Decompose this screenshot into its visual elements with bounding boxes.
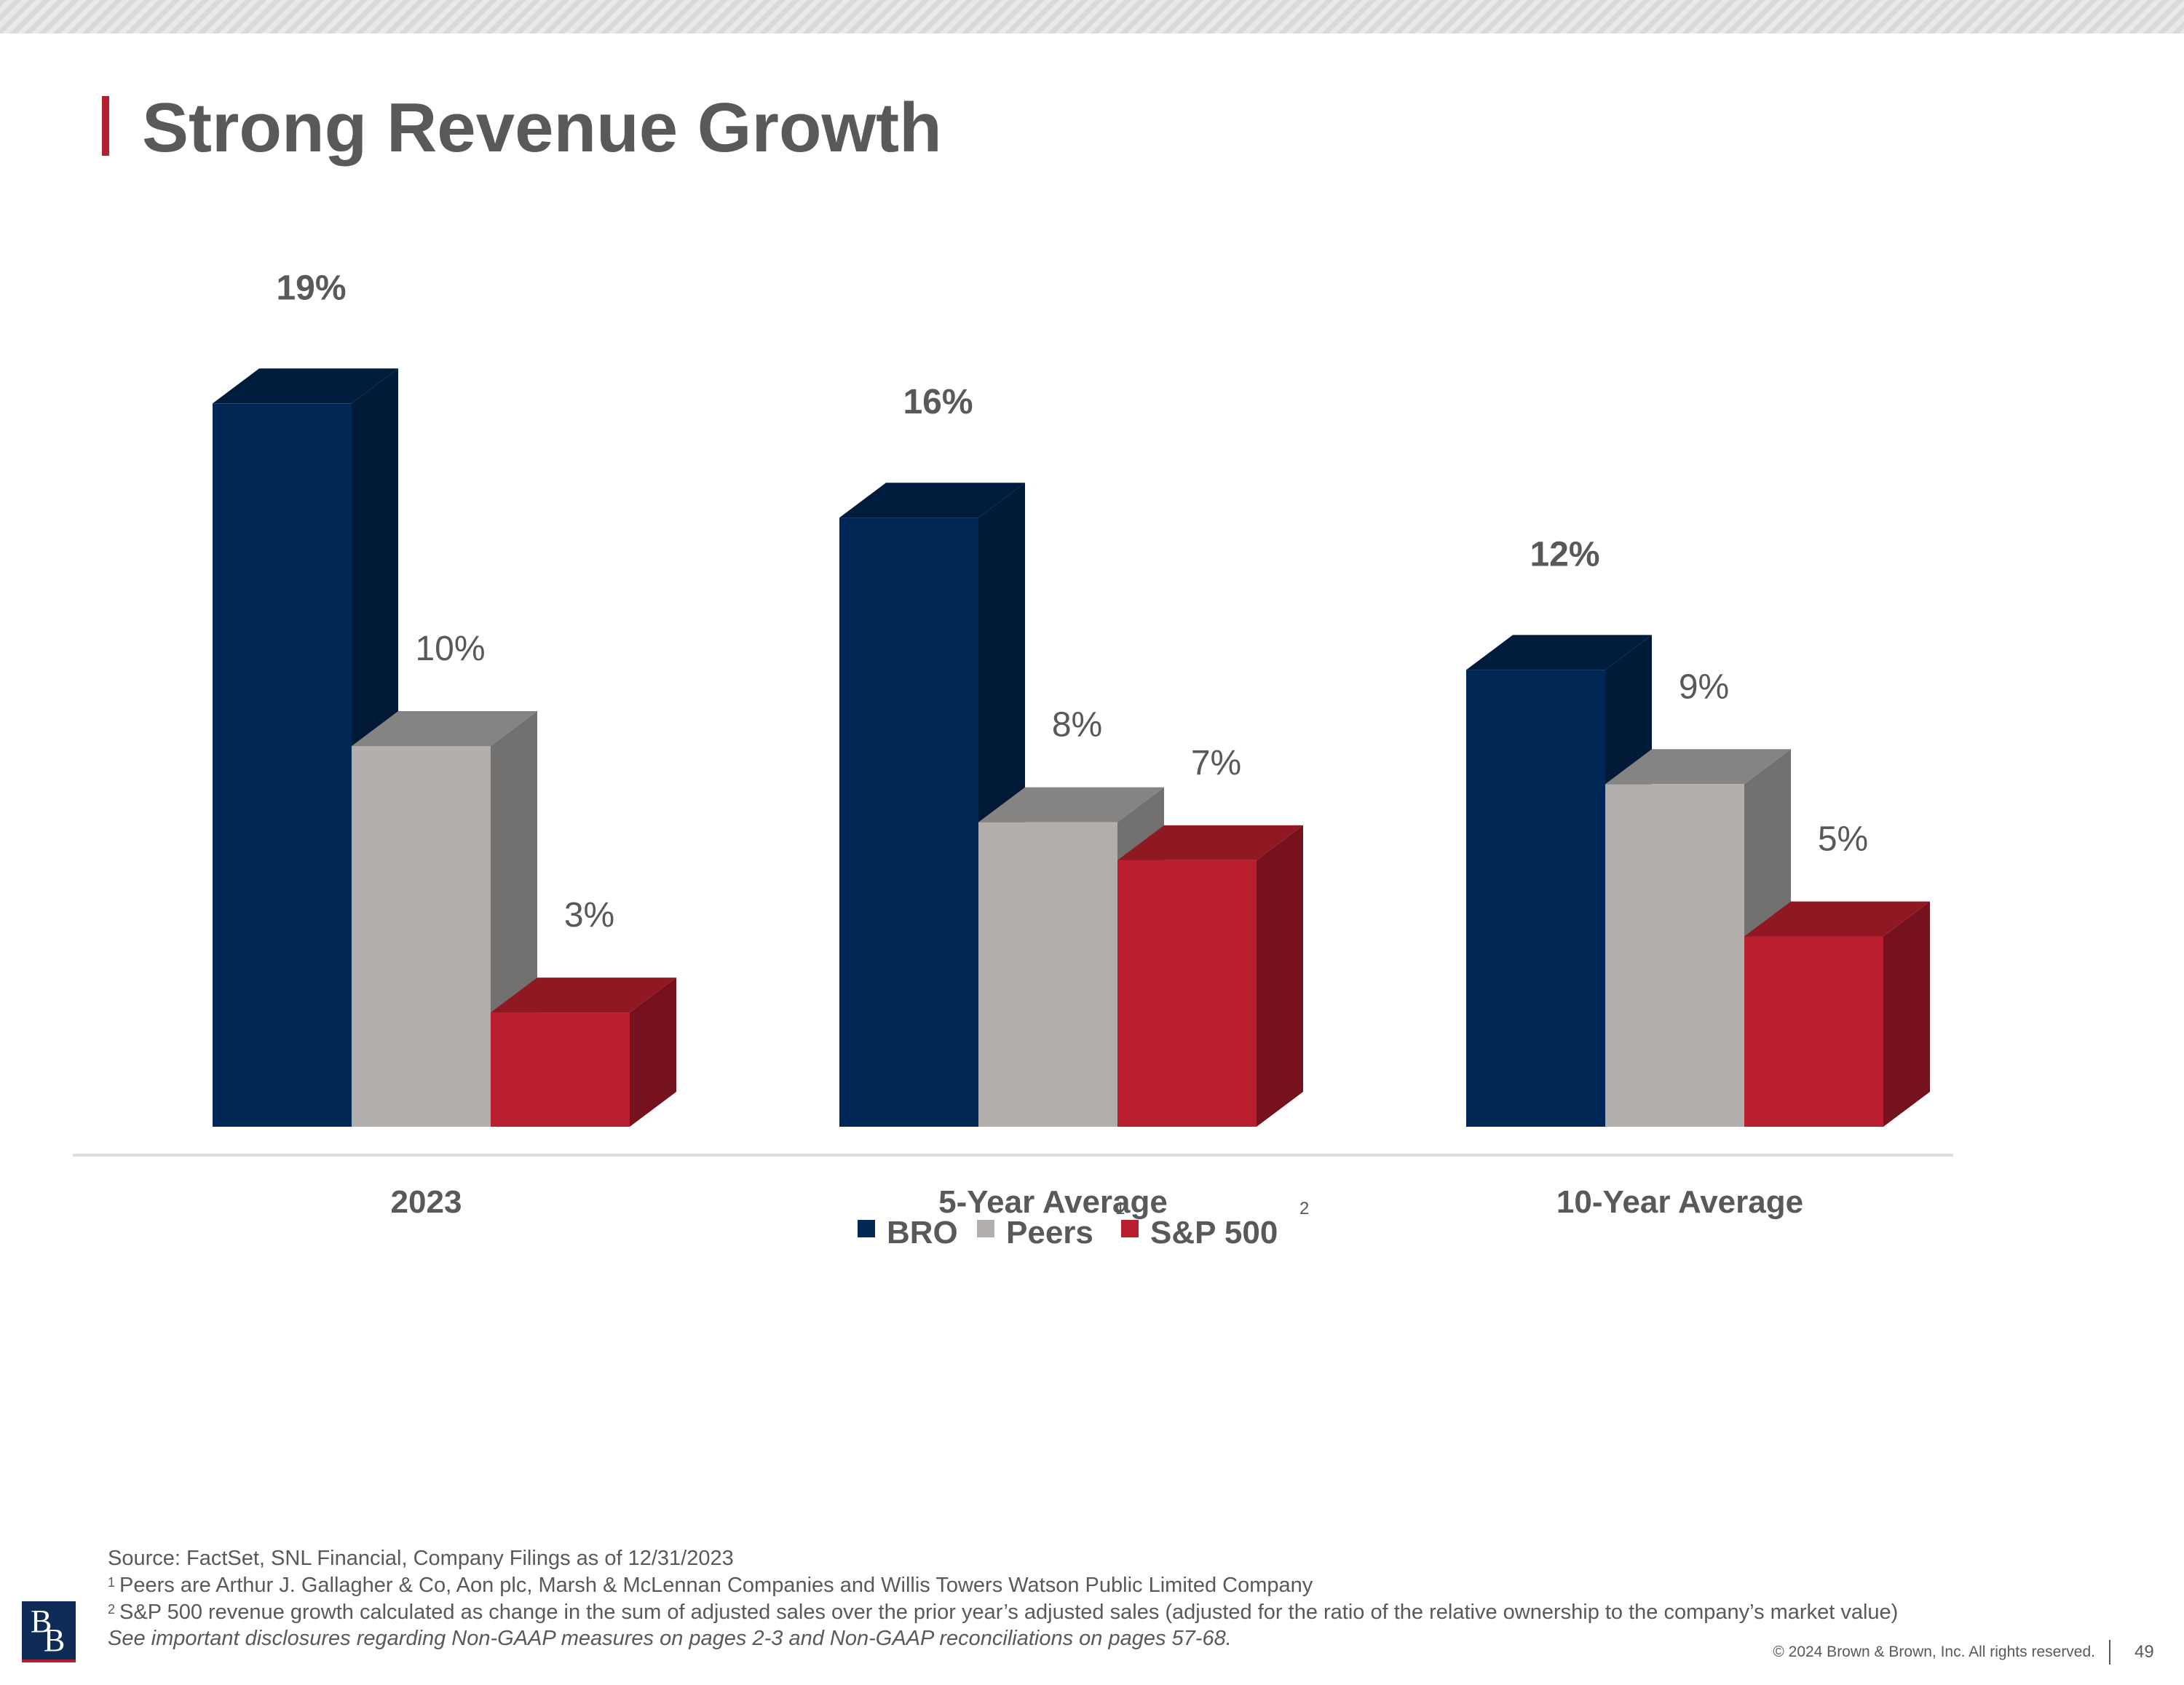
footnote-2: 2 S&P 500 revenue growth calculated as ch… [108,1599,1898,1625]
category-label-10-year-average: 10-Year Average [1556,1184,1803,1220]
bar-bro-2023-top [213,368,398,404]
legend-swatch-bro [858,1220,875,1237]
legend-swatch-s-p-500 [1121,1220,1139,1237]
bar-bro-5-year-average [839,518,978,1127]
data-label-bro-10-year-average: 12% [1530,535,1599,574]
bar-s-p-500-2023-side [630,978,676,1127]
category-label-5-year-average: 5-Year Average [938,1184,1168,1220]
page-title: Strong Revenue Growth [142,89,942,167]
page-number: 49 [2134,1642,2154,1662]
brown-and-brown-logo: B B [22,1601,76,1662]
bar-s-p-500-10-year-average [1744,936,1883,1127]
bar-s-p-500-10-year-average-side [1883,901,1930,1127]
title-accent-bar [102,96,109,156]
bar-s-p-500-2023 [491,1012,630,1127]
bar-s-p-500-2023-top [491,978,676,1013]
bar-s-p-500-10-year-average-top [1744,901,1930,937]
bar-peers-5-year-average-top [978,787,1164,822]
footnote-2-text: S&P 500 revenue growth calculated as cha… [119,1601,1899,1624]
bar-bro-10-year-average-top [1466,635,1652,670]
data-label-peers-10-year-average: 9% [1679,667,1729,706]
data-label-peers-2023: 10% [415,630,485,668]
bar-peers-2023 [352,746,491,1127]
category-label-2023: 2023 [391,1184,462,1220]
legend-label-s-p-500: S&P 500 [1150,1215,1278,1250]
data-label-s-p-500-5-year-average: 7% [1191,744,1241,782]
data-label-s-p-500-2023: 3% [564,896,614,935]
footnote-1-text: Peers are Arthur J. Gallagher & Co, Aon … [119,1574,1313,1597]
legend-swatch-peers [977,1220,994,1237]
legend-label-peers: Peers [1006,1215,1093,1250]
bar-peers-10-year-average-top [1605,749,1791,785]
top-hatched-band [0,0,2184,33]
page-number-divider [2109,1640,2110,1665]
logo-letter-1: B [31,1603,52,1639]
source-footnote: Source: FactSet, SNL Financial, Company … [108,1547,734,1570]
legend-sp500-footnote-marker: 2 [1299,1199,1309,1218]
footnote-2-marker: 2 [108,1602,116,1617]
bar-bro-2023 [213,403,352,1127]
data-label-bro-5-year-average: 16% [903,383,973,421]
legend-label-bro: BRO [887,1215,958,1250]
bar-s-p-500-5-year-average [1117,860,1257,1127]
data-label-peers-5-year-average: 8% [1052,706,1102,745]
bar-peers-10-year-average [1605,784,1744,1127]
copyright: © 2024 Brown & Brown, Inc. All rights re… [1773,1644,2095,1660]
logo-letter-2: B [44,1622,66,1658]
bar-bro-10-year-average [1466,670,1605,1127]
bar-s-p-500-5-year-average-side [1257,825,1303,1127]
legend-peers-footnote-marker: 1 [1115,1199,1125,1218]
revenue-growth-chart: 19% 10% 3% 16% 8% 7% 12% 9% 5% 2023 5-Year Average… [73,269,1953,1250]
footnote-1: 1 Peers are Arthur J. Gallagher & Co, Aon… [108,1572,1313,1598]
footnote-1-marker: 1 [108,1575,116,1590]
bar-peers-5-year-average [978,822,1117,1127]
non-gaap-disclosure: See important disclosures regarding Non-… [108,1627,1232,1650]
bar-bro-5-year-average-top [839,483,1025,518]
bar-peers-2023-top [352,711,537,746]
data-label-s-p-500-10-year-average: 5% [1818,820,1868,859]
data-label-bro-2023: 19% [276,269,346,307]
bar-s-p-500-5-year-average-top [1117,825,1303,860]
